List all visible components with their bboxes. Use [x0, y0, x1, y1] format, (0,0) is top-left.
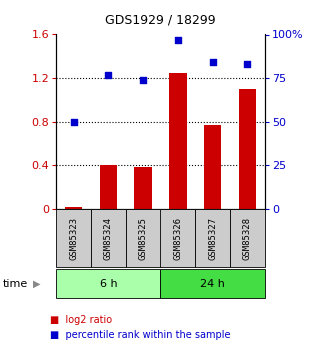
Bar	[160, 209, 195, 267]
Text: GSM85323: GSM85323	[69, 217, 78, 259]
Text: GSM85326: GSM85326	[173, 217, 182, 259]
Bar	[239, 89, 256, 209]
Bar	[230, 209, 265, 267]
Text: GDS1929 / 18299: GDS1929 / 18299	[105, 14, 216, 27]
Bar	[160, 269, 265, 298]
Point	[106, 72, 111, 77]
Point	[245, 61, 250, 67]
Text: ▶: ▶	[33, 279, 41, 289]
Point	[71, 119, 76, 124]
Text: GSM85325: GSM85325	[139, 217, 148, 259]
Bar	[126, 209, 160, 267]
Point	[141, 77, 146, 82]
Bar	[56, 269, 160, 298]
Bar	[134, 167, 152, 209]
Text: GSM85328: GSM85328	[243, 217, 252, 259]
Text: 6 h: 6 h	[100, 279, 117, 289]
Text: 24 h: 24 h	[200, 279, 225, 289]
Bar	[100, 165, 117, 209]
Point	[210, 60, 215, 65]
Bar	[204, 125, 221, 209]
Bar	[169, 72, 187, 209]
Text: time: time	[3, 279, 29, 289]
Text: GSM85324: GSM85324	[104, 217, 113, 259]
Bar	[56, 209, 91, 267]
Bar	[195, 209, 230, 267]
Bar	[91, 209, 126, 267]
Bar	[65, 207, 82, 209]
Text: GSM85327: GSM85327	[208, 217, 217, 259]
Text: ■  percentile rank within the sample: ■ percentile rank within the sample	[50, 330, 230, 340]
Text: ■  log2 ratio: ■ log2 ratio	[50, 315, 112, 325]
Point	[175, 37, 180, 42]
